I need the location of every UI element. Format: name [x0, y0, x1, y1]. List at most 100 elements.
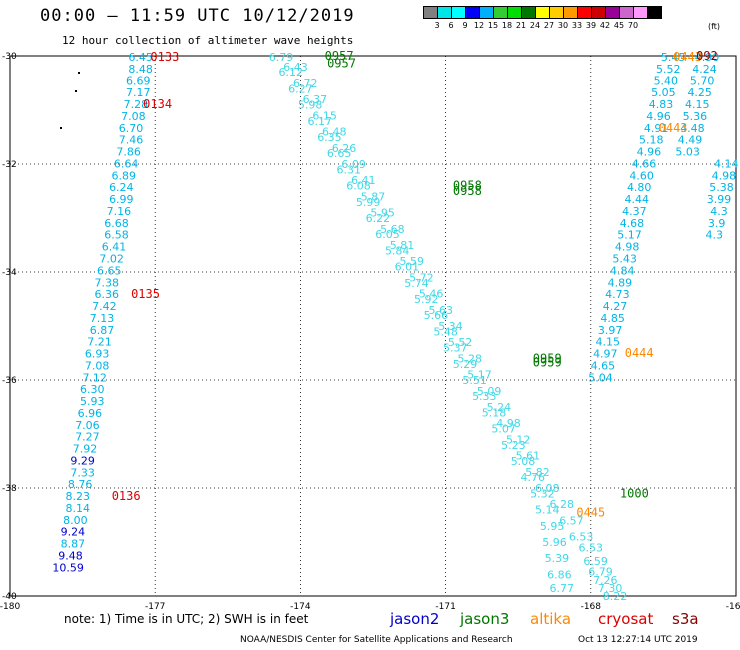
wave-height-value: 5.03 [675, 146, 700, 159]
wave-height-value: 6.65 [97, 264, 122, 277]
lon-tick-label: -177 [145, 602, 165, 612]
wave-height-value: 4.84 [610, 264, 635, 277]
wave-height-value: 5.66 [424, 309, 449, 322]
wave-height-value: 4.73 [605, 288, 630, 301]
wave-height-value: 4.83 [649, 98, 674, 111]
wave-height-value: 4.66 [632, 157, 657, 170]
wave-height-value: 6.68 [104, 217, 129, 230]
wave-height-value: 6.36 [95, 288, 120, 301]
wave-height-value: 6.27 [288, 82, 313, 95]
color-scale-box [647, 6, 662, 19]
page-title: 00:00 — 11:59 UTC 10/12/2019 [40, 6, 355, 26]
wave-height-value: 6.01 [395, 261, 420, 274]
wave-height-value: 7.02 [99, 253, 124, 266]
wave-height-value: 5.61 [516, 450, 541, 463]
lon-tick-label: -174 [290, 602, 311, 612]
pass-time-label: 0959 [533, 351, 562, 365]
lat-tick-label: -40 [2, 592, 17, 602]
wave-height-value: 6.37 [303, 93, 328, 106]
wave-height-value: 4.15 [595, 336, 620, 349]
wave-height-value: 4.60 [629, 169, 654, 182]
wave-height-value: 6.05 [375, 228, 400, 241]
wave-height-value: 5.87 [361, 190, 386, 203]
wave-height-value: 5.38 [709, 181, 734, 194]
wave-height-value: 5.63 [429, 304, 454, 317]
footer-credit: NOAA/NESDIS Center for Satellite Applica… [240, 635, 513, 645]
wave-height-value: 4.98 [496, 417, 521, 430]
wave-height-value: 9.48 [58, 550, 83, 563]
color-scale-label: 15 [487, 21, 499, 30]
pass-time-label: 0135 [131, 287, 160, 301]
wave-height-value: 7.12 [82, 371, 107, 384]
island-speck [60, 127, 62, 129]
wave-height-value: 5.09 [477, 385, 502, 398]
pass-time-label: 092 [696, 49, 718, 63]
wave-height-value: 5.96 [542, 536, 567, 549]
wave-height-value: 6.57 [559, 514, 584, 527]
wave-height-value: 6.41 [102, 241, 127, 254]
wave-height-value: 5.52 [656, 63, 681, 76]
wave-height-value: 3.9 [708, 217, 726, 230]
wave-height-value: 6.65 [327, 147, 352, 160]
wave-height-value: 4.3 [705, 229, 723, 242]
pass-time-label: 0134 [143, 97, 172, 111]
wave-height-value: 5.68 [380, 223, 405, 236]
wave-height-value: 5.18 [639, 134, 664, 147]
wave-height-value: 4.48 [680, 122, 705, 135]
pass-time-label: 0445 [576, 505, 605, 519]
wave-height-value: 6.45 [128, 51, 153, 64]
color-scale-label: 45 [613, 21, 625, 30]
wave-height-value: 4.80 [627, 181, 652, 194]
wave-height-value: 5.70 [690, 74, 715, 87]
pass-time-label: 0958 [453, 184, 482, 198]
color-scale-label: 18 [501, 21, 513, 30]
wave-height-value: 5.07 [491, 423, 516, 436]
wave-height-value: 5.46 [419, 288, 444, 301]
wave-height-value: 6.69 [126, 74, 151, 87]
wave-height-value: 6.79 [588, 566, 613, 579]
wave-height-value: 5.34 [438, 320, 463, 333]
wave-height-value: 5.23 [501, 439, 526, 452]
color-scale-label: 70 [627, 21, 639, 30]
wave-height-value: 5.59 [399, 255, 424, 268]
wave-height-value: 4.96 [646, 110, 671, 123]
wave-height-value: 5.45 [661, 51, 686, 64]
wave-height-value: 5.84 [385, 244, 410, 257]
wave-height-value: 10.59 [52, 561, 84, 574]
wave-height-value: 5.08 [511, 455, 536, 468]
color-scale: 3 6 9 12 15 18 21 24 27 30 33 39 42 45 70 [423, 6, 740, 31]
wave-height-value: 6.12 [278, 66, 303, 79]
page-subtitle: 12 hour collection of altimeter wave hei… [62, 34, 354, 47]
color-scale-labels: 3 6 9 12 15 18 21 24 27 30 33 39 42 45 70 [423, 19, 740, 31]
wave-height-value: 7.27 [75, 431, 100, 444]
wave-height-value: 6.35 [317, 131, 342, 144]
lat-tick-label: -38 [2, 484, 17, 494]
wave-height-value: 4.98 [615, 241, 640, 254]
wave-height-value: 5.17 [467, 369, 492, 382]
wave-height-value: 9.24 [61, 526, 86, 539]
wave-height-value: 4.44 [625, 193, 650, 206]
wave-height-value: 6.87 [90, 324, 115, 337]
wave-height-value: 6.53 [569, 531, 594, 544]
wave-height-value: 5.32 [530, 487, 555, 500]
wave-height-value: 6.26 [332, 142, 357, 155]
island-speck [78, 72, 80, 74]
wave-height-value: 4.90 [695, 51, 720, 64]
wave-height-value: 5.72 [409, 271, 434, 284]
wave-height-value: 7.26 [593, 574, 618, 587]
pass-time-label: 0443 [673, 50, 702, 64]
pass-time-label: 0443 [659, 121, 688, 135]
wave-height-value: 5.95 [370, 207, 395, 220]
wave-height-value: 5.36 [683, 110, 708, 123]
lon-tick-label: -171 [435, 602, 455, 612]
wave-height-value: 5.39 [545, 552, 570, 565]
wave-height-value: 4.76 [520, 471, 545, 484]
color-scale-label: 21 [515, 21, 527, 30]
wave-height-value: 7.33 [70, 466, 95, 479]
wave-height-value: 6.64 [114, 157, 139, 170]
color-scale-unit: (ft) [708, 22, 721, 31]
color-scale-label: 24 [529, 21, 541, 30]
wave-height-value: 8.87 [61, 538, 86, 551]
wave-height-value: 6.89 [111, 169, 136, 182]
wave-height-value: 6.48 [322, 126, 347, 139]
